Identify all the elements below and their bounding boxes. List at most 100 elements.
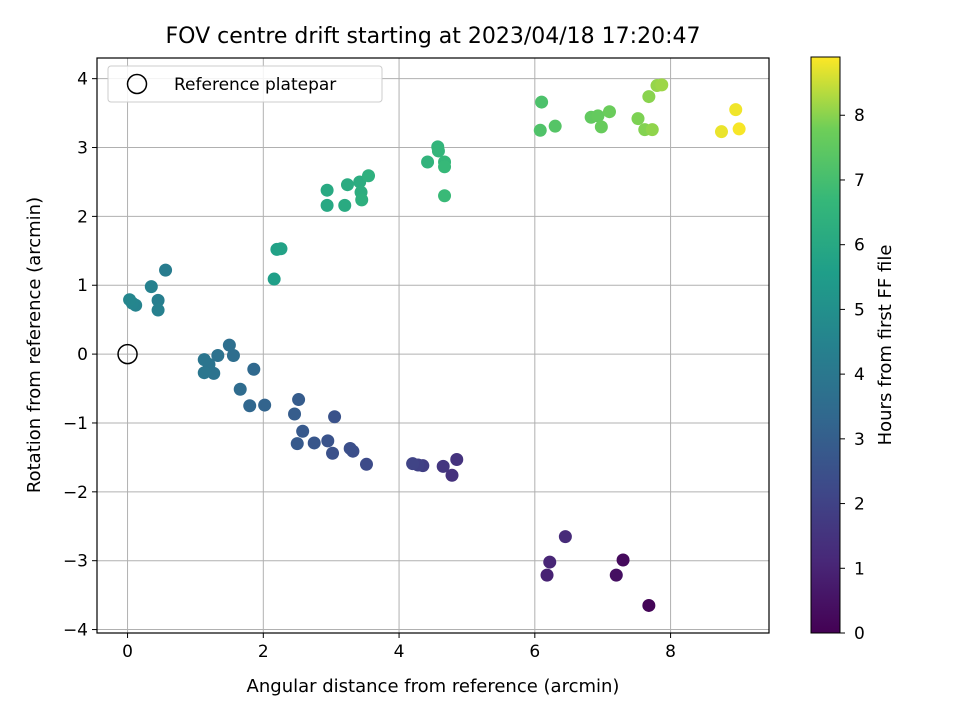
legend-box <box>107 65 383 103</box>
data-point <box>222 338 236 352</box>
data-point <box>123 293 137 307</box>
data-point <box>326 446 340 460</box>
colorbar-ticks: 0 1 2 3 4 5 6 7 8 <box>840 106 865 644</box>
data-point <box>362 169 376 183</box>
colorbar-tick-label: 1 <box>854 559 865 579</box>
data-point <box>631 112 645 126</box>
x-tick-label: 4 <box>394 642 405 662</box>
data-point <box>594 120 608 134</box>
data-point <box>233 382 247 396</box>
data-points <box>123 78 746 612</box>
y-tick-label: −2 <box>63 483 88 503</box>
data-point <box>714 125 728 139</box>
data-point <box>338 198 352 212</box>
data-point <box>290 437 304 451</box>
legend-reference-marker <box>126 73 148 95</box>
plot-frame <box>96 57 770 634</box>
data-point <box>591 109 605 123</box>
data-point <box>732 122 746 136</box>
data-point <box>436 459 450 473</box>
data-point <box>258 398 272 412</box>
data-point <box>642 598 656 612</box>
y-tick-label: −1 <box>63 414 88 434</box>
data-point <box>159 263 173 277</box>
data-point <box>211 348 225 362</box>
colorbar-tick-label: 6 <box>854 236 865 256</box>
data-point <box>328 410 342 424</box>
data-point <box>616 553 630 567</box>
data-point <box>431 144 445 158</box>
data-point <box>421 155 435 169</box>
data-point <box>144 280 158 294</box>
x-tick-label: 2 <box>258 642 269 662</box>
data-point <box>438 160 452 174</box>
x-tick-label: 8 <box>665 642 676 662</box>
data-point <box>197 366 211 380</box>
x-tick-label: 0 <box>122 642 133 662</box>
colorbar-tick-label: 5 <box>854 300 865 320</box>
data-point <box>540 568 554 582</box>
data-point <box>243 399 257 413</box>
data-point <box>729 103 743 117</box>
data-point <box>197 353 211 367</box>
data-point <box>296 424 310 438</box>
data-point <box>151 303 165 317</box>
legend: Reference platepar <box>107 65 383 103</box>
data-point <box>274 242 288 256</box>
y-tick-label: −4 <box>63 621 88 641</box>
y-tick-label: 2 <box>77 207 88 227</box>
data-point <box>267 272 281 286</box>
data-point <box>226 348 240 362</box>
data-point <box>343 441 357 455</box>
x-tick-label: 6 <box>529 642 540 662</box>
x-axis-ticks: 0 2 4 6 8 <box>122 633 676 662</box>
colorbar-gradient <box>810 56 841 634</box>
data-point <box>320 183 334 197</box>
data-point <box>321 434 335 448</box>
y-tick-label: 1 <box>77 276 88 296</box>
data-point <box>320 198 334 212</box>
colorbar-tick-label: 2 <box>854 495 865 515</box>
colorbar-label: Hours from first FF file <box>875 245 896 446</box>
y-axis-label: Rotation from reference (arcmin) <box>24 197 45 493</box>
data-point <box>645 123 659 137</box>
data-point <box>609 568 623 582</box>
data-point <box>406 457 420 471</box>
data-point <box>355 193 369 207</box>
x-axis-label: Angular distance from reference (arcmin) <box>247 676 620 697</box>
colorbar-tick-label: 8 <box>854 106 865 126</box>
data-point <box>642 90 656 104</box>
y-tick-label: 4 <box>77 70 88 90</box>
data-point <box>558 530 572 544</box>
data-point <box>151 293 165 307</box>
data-point <box>445 468 459 482</box>
reference-platepar-marker <box>117 343 138 365</box>
data-point <box>655 78 669 92</box>
data-point <box>307 436 321 450</box>
colorbar: 0 1 2 3 4 5 6 7 8 Hours from first FF file <box>810 56 896 644</box>
y-tick-label: 0 <box>77 345 88 365</box>
data-point <box>535 95 549 109</box>
data-point <box>438 189 452 203</box>
data-point <box>543 555 557 569</box>
data-point <box>450 452 464 466</box>
data-point <box>247 362 261 376</box>
colorbar-tick-label: 7 <box>854 171 865 191</box>
colorbar-tick-label: 4 <box>854 365 865 385</box>
data-point <box>533 123 547 137</box>
colorbar-tick-label: 0 <box>854 624 865 644</box>
data-point <box>288 407 302 421</box>
chart-title: FOV centre drift starting at 2023/04/18 … <box>166 24 701 49</box>
y-tick-label: −3 <box>63 552 88 572</box>
data-point <box>359 457 373 471</box>
data-point <box>548 119 562 133</box>
data-point <box>340 178 354 192</box>
reference-marker-group <box>117 343 138 365</box>
y-axis-ticks: −4 −3 −2 −1 0 1 2 3 4 <box>63 70 97 641</box>
data-point <box>602 105 616 119</box>
data-point <box>292 393 306 407</box>
legend-label: Reference platepar <box>174 75 336 95</box>
colorbar-tick-label: 3 <box>854 430 865 450</box>
y-tick-label: 3 <box>77 139 88 159</box>
